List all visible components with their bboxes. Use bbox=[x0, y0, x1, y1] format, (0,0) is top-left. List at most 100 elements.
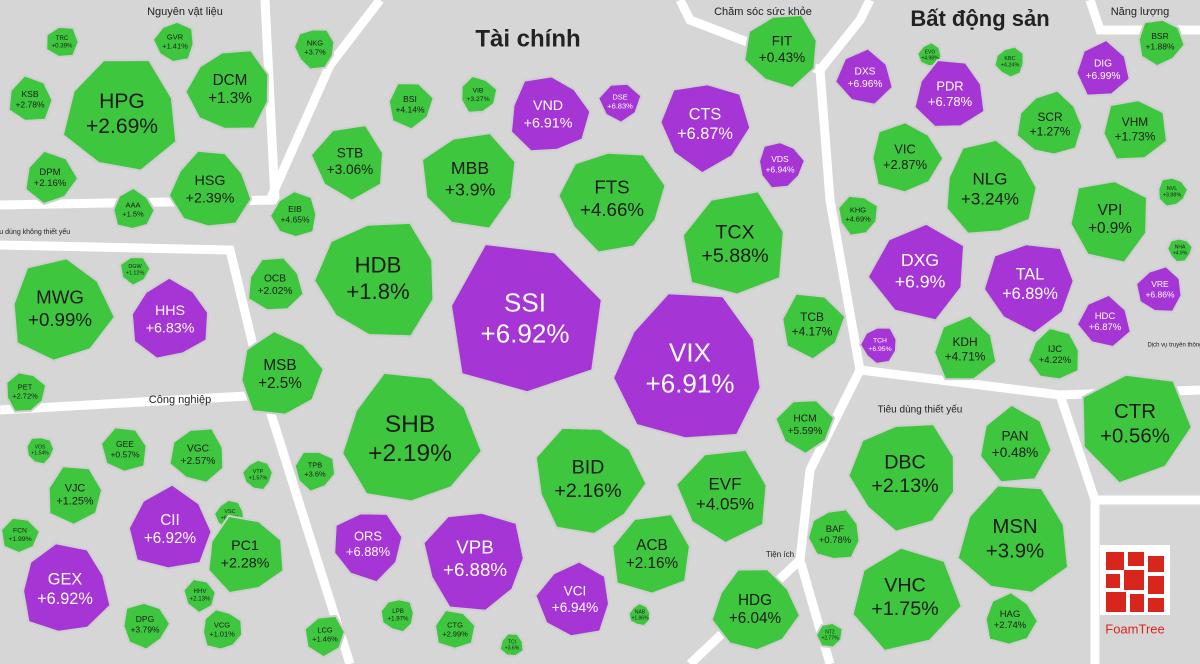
stock-cell bbox=[993, 45, 1025, 79]
change: +6.86% bbox=[1145, 289, 1175, 299]
stock-cell bbox=[122, 601, 172, 651]
ticker: HAG bbox=[1000, 609, 1021, 620]
stock-cell bbox=[167, 149, 253, 228]
change: +6.91% bbox=[646, 368, 735, 398]
stock-cell bbox=[979, 403, 1053, 484]
ticker: VIX bbox=[669, 337, 711, 367]
stock-cell bbox=[866, 222, 965, 322]
stock-cell bbox=[681, 190, 785, 296]
ticker: GVR bbox=[167, 32, 184, 41]
stock-cell bbox=[498, 632, 525, 658]
change: +4.17% bbox=[792, 324, 833, 338]
stock-cell bbox=[309, 124, 384, 202]
ticker: VTP bbox=[253, 469, 264, 475]
ticker: DPM bbox=[39, 167, 60, 178]
stock-cell bbox=[597, 82, 643, 124]
change: +6.78% bbox=[928, 94, 973, 109]
stock-cell bbox=[1135, 265, 1183, 313]
change: +6.94% bbox=[552, 600, 598, 615]
ticker: TPB bbox=[308, 460, 323, 469]
ticker: VRE bbox=[1151, 279, 1169, 289]
change: +3.6% bbox=[304, 469, 326, 478]
ticker: DIG bbox=[1094, 59, 1112, 70]
stock-cell bbox=[834, 47, 894, 106]
change: +6.87% bbox=[1089, 322, 1122, 333]
stock-cell bbox=[1027, 326, 1080, 381]
ticker: GEE bbox=[116, 439, 134, 449]
stock-cell bbox=[387, 82, 435, 131]
ticker: CTR bbox=[1114, 401, 1156, 423]
change: +1.54% bbox=[31, 450, 49, 456]
change: +1.41% bbox=[162, 41, 188, 50]
ticker: VHM bbox=[1122, 115, 1148, 129]
ticker: DCM bbox=[213, 72, 248, 89]
logo-text: FoamTree bbox=[1105, 621, 1164, 636]
stock-cell bbox=[847, 423, 955, 533]
change: +1.75% bbox=[871, 598, 938, 620]
ticker: SSI bbox=[504, 287, 546, 317]
ticker: CTG bbox=[447, 620, 463, 629]
stock-cell bbox=[127, 483, 213, 570]
stock-cell bbox=[333, 512, 404, 584]
ticker: MBB bbox=[451, 158, 489, 178]
stock-cell bbox=[982, 243, 1075, 335]
stock-cell bbox=[303, 614, 346, 659]
stock-cell bbox=[851, 546, 963, 652]
ticker: TCB bbox=[800, 310, 824, 324]
ticker: SHB bbox=[385, 411, 435, 438]
change: +4.71% bbox=[945, 349, 986, 363]
change: +1.27% bbox=[1030, 124, 1071, 138]
change: +6.94% bbox=[765, 164, 795, 174]
ticker: NVL bbox=[1167, 186, 1178, 192]
change: +0.48% bbox=[992, 445, 1038, 460]
ticker: BAF bbox=[826, 524, 845, 535]
change: +0.39% bbox=[52, 42, 73, 49]
ticker: MSB bbox=[263, 357, 296, 374]
ticker: STB bbox=[337, 145, 363, 160]
ticker: HHV bbox=[194, 588, 208, 595]
change: +2.78% bbox=[15, 99, 45, 109]
stock-cell bbox=[168, 427, 225, 484]
stock-cell bbox=[421, 132, 517, 230]
group-titles: Nguyên vật liệu Tiêu dùng không thiết yếu… bbox=[0, 6, 1200, 559]
ticker: NT2 bbox=[825, 629, 835, 635]
stock-cell bbox=[1166, 237, 1194, 264]
stock-cell bbox=[12, 257, 116, 362]
ticker: DXG bbox=[901, 250, 939, 270]
ticker: DSE bbox=[612, 92, 627, 101]
ticker: VJC bbox=[65, 482, 86, 494]
ticker: LPB bbox=[392, 608, 404, 615]
ticker: KHG bbox=[850, 205, 866, 214]
ticker: VDS bbox=[771, 154, 789, 164]
ticker: BID bbox=[572, 456, 605, 478]
group-title: Dịch vụ truyền thông bbox=[1147, 343, 1200, 349]
ticker: MSN bbox=[992, 516, 1037, 538]
ticker: LCG bbox=[317, 625, 333, 634]
change: +1.46% bbox=[312, 634, 338, 643]
ticker: HDB bbox=[355, 253, 402, 278]
ticker: CII bbox=[160, 512, 180, 529]
ticker: DGW bbox=[128, 264, 142, 270]
change: +0.56% bbox=[1100, 426, 1170, 448]
change: +2.39% bbox=[186, 190, 235, 206]
change: +3.88% bbox=[1163, 193, 1182, 199]
change: +1.25% bbox=[56, 495, 94, 507]
change: +6.91% bbox=[524, 115, 573, 131]
stock-cell bbox=[806, 508, 861, 560]
ticker: HDC bbox=[1095, 311, 1116, 322]
ticker: DPG bbox=[136, 614, 154, 624]
change: +3.24% bbox=[961, 190, 1019, 209]
ticker: AAA bbox=[126, 200, 141, 209]
stock-cell bbox=[450, 243, 603, 394]
change: +0.9% bbox=[1088, 220, 1132, 237]
stock-cell bbox=[293, 450, 337, 493]
ticker: CTS bbox=[689, 106, 722, 124]
stock-cell bbox=[460, 74, 499, 114]
ticker: FCN bbox=[13, 528, 27, 535]
stock-cell bbox=[151, 20, 195, 63]
change: +2.28% bbox=[221, 555, 270, 571]
ticker: HDG bbox=[738, 592, 772, 609]
change: +2.99% bbox=[442, 629, 468, 638]
change: +0.57% bbox=[110, 449, 140, 459]
